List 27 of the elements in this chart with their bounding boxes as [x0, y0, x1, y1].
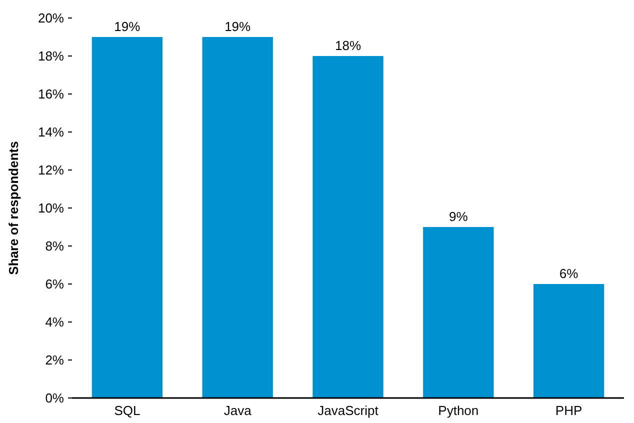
y-tick-label: 20% [38, 10, 64, 26]
bar [312, 56, 384, 398]
y-tick-label: 6% [45, 276, 64, 292]
data-label: 18% [334, 38, 362, 53]
x-tick-label: Python [438, 403, 479, 418]
y-tick-label: 14% [38, 124, 64, 140]
y-tick-label: 8% [45, 238, 64, 254]
x-tick-label: SQL [114, 403, 140, 418]
y-tick-label: 10% [38, 200, 64, 216]
x-tick-label: Java [224, 403, 252, 418]
y-tick-label: 0% [45, 390, 64, 406]
y-tick-label: 4% [45, 314, 64, 330]
y-tick-label: 12% [38, 162, 64, 178]
y-axis-title: Share of respondents [6, 141, 21, 275]
bar [423, 227, 494, 398]
y-tick-label: 2% [45, 352, 64, 368]
bar [202, 37, 273, 398]
data-label: 19% [224, 19, 252, 34]
data-label: 9% [449, 209, 468, 224]
data-label: 6% [559, 266, 579, 281]
x-tick-label: PHP [555, 403, 582, 418]
y-tick-label: 16% [38, 86, 64, 102]
bar [92, 37, 163, 398]
y-tick-label: 18% [38, 48, 64, 64]
bar [533, 284, 604, 398]
data-label: 19% [114, 19, 141, 34]
x-tick-label: JavaScript [318, 403, 379, 418]
